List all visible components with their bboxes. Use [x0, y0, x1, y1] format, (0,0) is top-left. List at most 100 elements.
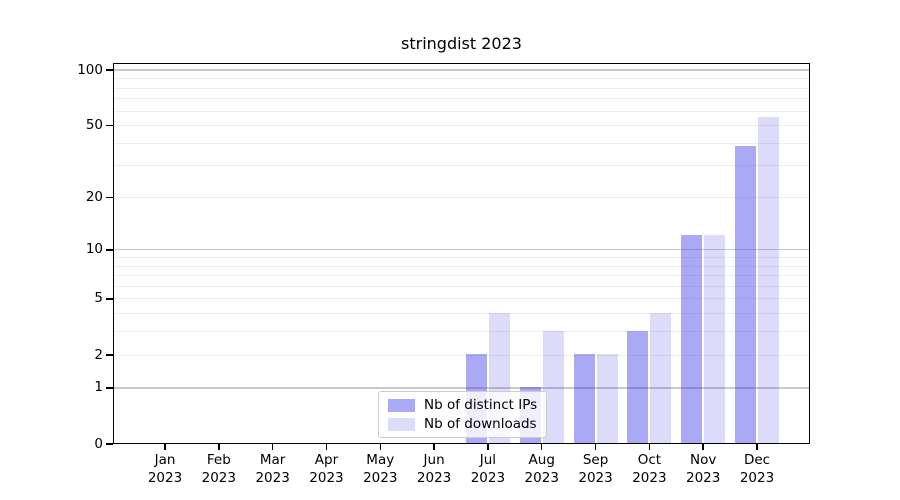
x-tick-month: Jun: [423, 452, 445, 468]
x-tick-label: Dec 2023: [729, 452, 785, 487]
y-tick-label: 5: [94, 290, 103, 307]
bar-downloads: [596, 354, 618, 443]
x-tick: [756, 444, 758, 450]
x-tick-label: Oct 2023: [621, 452, 677, 487]
bar-distinct-ips: [681, 235, 703, 443]
gridline-minor: [113, 110, 810, 112]
gridline-minor: [113, 313, 810, 315]
y-tick-label: 20: [85, 188, 103, 205]
y-tick-label: 10: [85, 241, 103, 258]
x-tick-month: Feb: [206, 452, 231, 468]
x-tick-label: Aug 2023: [514, 452, 570, 487]
legend-label: Nb of distinct IPs: [424, 397, 538, 413]
x-tick: [487, 444, 489, 450]
y-tick-label: 50: [85, 117, 103, 134]
chart-title: stringdist 2023: [401, 34, 522, 53]
x-tick-year: 2023: [416, 469, 452, 486]
x-tick-label: Apr 2023: [298, 452, 354, 487]
x-tick: [702, 444, 704, 450]
x-tick-year: 2023: [739, 469, 775, 486]
x-tick-label: Jan 2023: [137, 452, 193, 487]
x-tick: [540, 444, 543, 450]
x-tick-label: Feb 2023: [191, 452, 247, 487]
bar-downloads: [542, 330, 564, 443]
x-tick-year: 2023: [524, 469, 559, 486]
gridline-minor: [113, 275, 810, 277]
gridline-minor: [113, 87, 810, 89]
legend-entry-downloads: Nb of downloads: [388, 416, 537, 432]
x-tick: [648, 444, 651, 450]
x-tick-month: Apr: [314, 452, 339, 468]
gridline-minor: [113, 256, 810, 258]
x-tick-year: 2023: [255, 469, 290, 486]
x-tick-month: Mar: [259, 452, 286, 468]
gridline-minor: [113, 354, 810, 356]
gridline-minor: [113, 196, 810, 198]
x-tick-month: Jul: [479, 452, 497, 468]
x-tick-year: 2023: [686, 469, 721, 486]
y-tick: [106, 249, 113, 251]
bar-downloads: [704, 235, 726, 443]
bar-distinct-ips: [627, 330, 649, 443]
y-tick: [106, 443, 113, 445]
x-tick-label: May 2023: [352, 452, 408, 487]
gridline-minor: [113, 142, 810, 144]
x-tick-year: 2023: [632, 469, 667, 486]
gridline-minor: [113, 125, 810, 127]
legend-swatch-downloads-icon: [388, 417, 415, 431]
bar-distinct-ips: [735, 146, 757, 443]
y-tick-label: 1: [94, 379, 103, 396]
legend-label: Nb of downloads: [424, 416, 537, 432]
x-tick-label: Nov 2023: [675, 452, 731, 487]
x-tick: [594, 444, 597, 450]
y-tick: [106, 124, 113, 127]
x-tick-year: 2023: [147, 469, 183, 486]
y-tick: [106, 354, 113, 356]
x-tick-month: Aug: [528, 452, 555, 468]
x-tick: [164, 444, 166, 450]
legend: Nb of distinct IPs Nb of downloads: [378, 391, 548, 438]
legend-entry-distinct-ips: Nb of distinct IPs: [388, 397, 537, 413]
x-tick-month: Sep: [582, 452, 609, 468]
gridline-minor: [113, 165, 810, 167]
x-tick-month: Nov: [690, 452, 717, 468]
x-tick-month: May: [366, 452, 395, 468]
y-tick-label: 100: [77, 61, 103, 78]
x-tick: [218, 444, 220, 450]
legend-swatch-distinct-ips-icon: [388, 398, 415, 412]
x-tick-year: 2023: [363, 469, 398, 486]
gridline-major: [113, 249, 810, 251]
x-tick-label: Mar 2023: [245, 452, 301, 487]
x-tick: [433, 444, 435, 450]
gridline-minor: [113, 78, 810, 80]
x-tick: [379, 444, 382, 450]
y-tick: [106, 298, 113, 300]
gridline-minor: [113, 285, 810, 287]
x-tick: [325, 444, 328, 450]
x-tick-year: 2023: [470, 469, 506, 486]
plot-area: [113, 63, 810, 444]
x-tick-label: Sep 2023: [568, 452, 624, 487]
x-tick-label: Jul 2023: [460, 452, 516, 487]
x-tick-year: 2023: [309, 469, 344, 486]
gridline-minor: [113, 298, 810, 300]
gridline-minor: [113, 331, 810, 333]
y-tick: [106, 69, 113, 71]
gridline-minor: [113, 98, 810, 100]
x-tick-month: Jan: [154, 452, 176, 468]
gridline-major: [113, 69, 810, 71]
x-tick: [271, 444, 274, 450]
bar-distinct-ips: [573, 354, 595, 443]
bar-downloads: [650, 312, 672, 443]
x-tick-month: Dec: [743, 452, 771, 468]
y-tick: [106, 196, 113, 199]
x-tick-month: Oct: [637, 452, 662, 468]
y-tick-label: 2: [94, 346, 103, 363]
x-tick-label: Jun 2023: [406, 452, 462, 487]
x-tick-year: 2023: [201, 469, 236, 486]
y-tick: [106, 387, 113, 389]
x-tick-year: 2023: [578, 469, 613, 486]
gridline-major: [113, 387, 810, 389]
y-tick-label: 0: [94, 435, 103, 452]
